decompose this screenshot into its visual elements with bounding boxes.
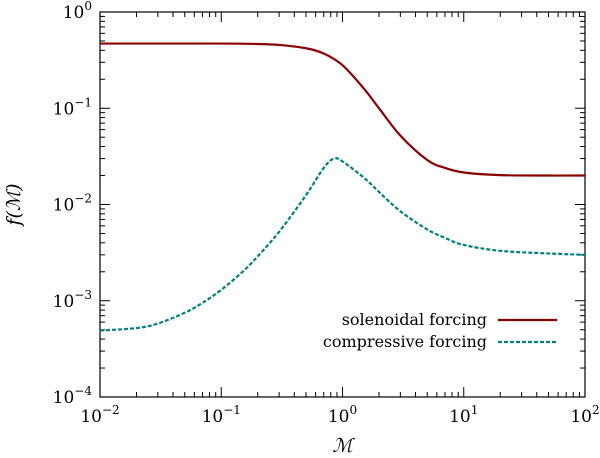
x-tick-label: 101 (449, 403, 478, 427)
legend-label-0: solenoidal forcing (342, 310, 487, 329)
y-tick-label: 10−3 (53, 288, 92, 312)
series-line-1 (99, 157, 586, 332)
legend-label-1: compressive forcing (323, 332, 487, 351)
y-tick-label: 10−2 (53, 192, 92, 216)
x-tick-label: 10−1 (202, 403, 241, 427)
y-tick-label: 10−4 (53, 384, 93, 408)
y-tick-label: 10−1 (53, 95, 92, 119)
x-tick-label: 100 (328, 403, 357, 427)
x-tick-label: 102 (570, 403, 599, 427)
y-tick-label: 100 (63, 0, 92, 23)
y-axis-label: f(ℳ) (3, 183, 25, 227)
x-axis-label: ℳ (332, 435, 355, 457)
x-tick-label: 10−2 (80, 403, 119, 427)
series-line-0 (100, 42, 586, 177)
